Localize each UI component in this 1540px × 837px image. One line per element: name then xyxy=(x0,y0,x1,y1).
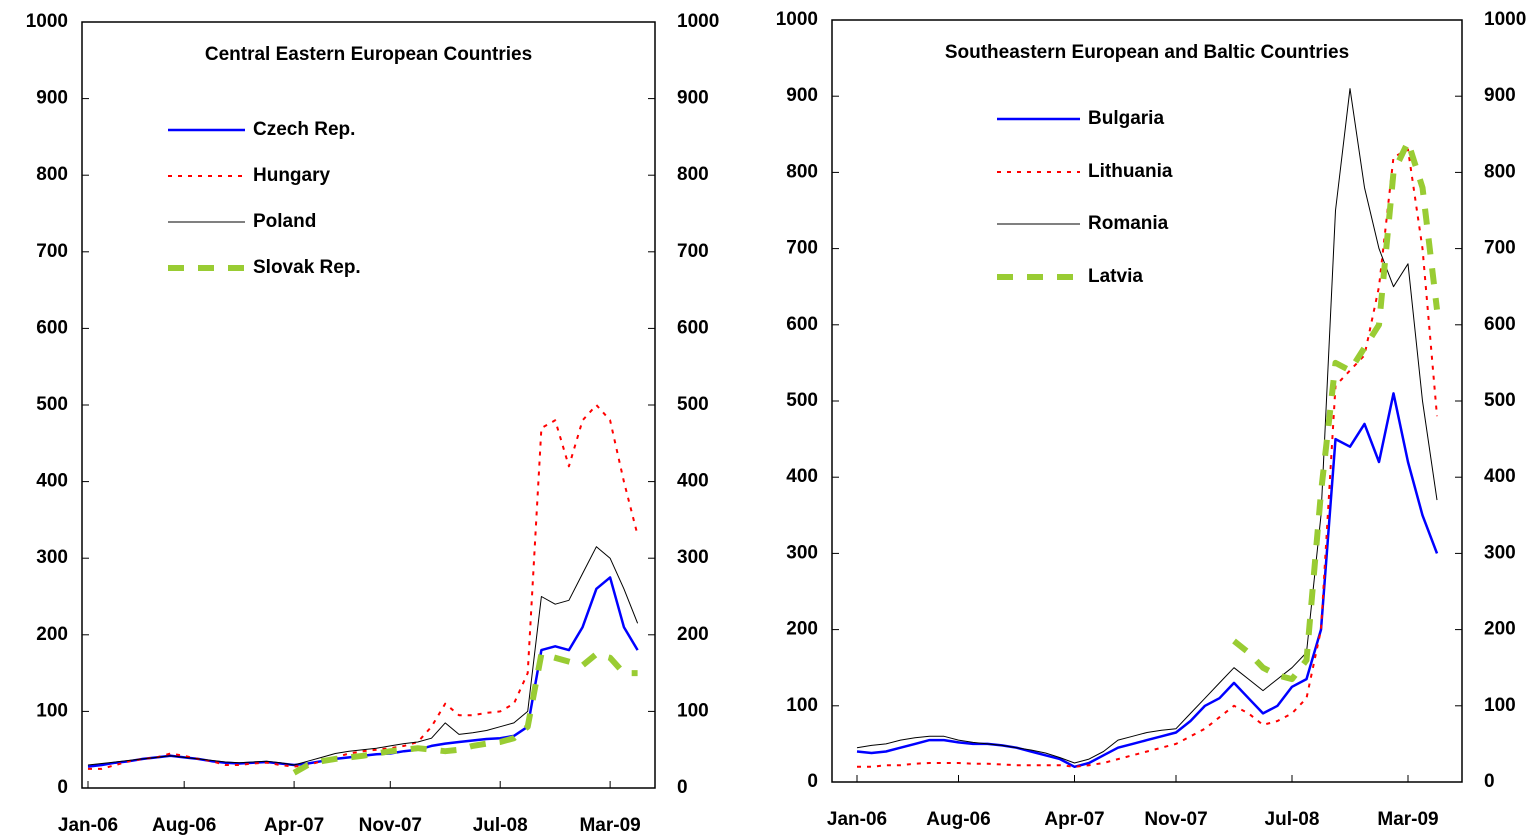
legend-label: Latvia xyxy=(1088,266,1143,287)
y-tick-label: 0 xyxy=(807,771,818,792)
legend-label: Slovak Rep. xyxy=(253,257,361,278)
y2-tick-label: 600 xyxy=(677,317,709,338)
chart-title: Southeastern European and Baltic Countri… xyxy=(945,42,1349,63)
y2-tick-label: 500 xyxy=(677,394,709,415)
y-tick-label: 600 xyxy=(36,317,68,338)
y-tick-label: 200 xyxy=(786,619,818,640)
x-tick-label: Apr-07 xyxy=(1044,809,1104,830)
y-tick-label: 600 xyxy=(786,314,818,335)
y2-tick-label: 800 xyxy=(677,164,709,185)
series-line xyxy=(1232,138,1440,683)
y-tick-label: 700 xyxy=(786,238,818,259)
series-line xyxy=(87,576,639,768)
y2-tick-label: 500 xyxy=(1484,390,1516,411)
x-tick-label: Nov-07 xyxy=(359,815,422,836)
series-line xyxy=(856,88,1438,764)
y-tick-label: 300 xyxy=(36,547,68,568)
series-line xyxy=(87,546,639,766)
legend-label: Bulgaria xyxy=(1088,108,1164,129)
series-line xyxy=(292,651,638,776)
y-tick-label: 500 xyxy=(36,394,68,415)
series-line xyxy=(857,148,1438,768)
y2-tick-label: 400 xyxy=(1484,466,1516,487)
y-tick-label: 800 xyxy=(36,164,68,185)
y2-tick-label: 900 xyxy=(1484,85,1516,106)
y2-tick-label: 100 xyxy=(677,700,709,721)
y2-tick-label: 600 xyxy=(1484,314,1516,335)
x-tick-label: Jan-06 xyxy=(58,815,118,836)
y2-tick-label: 1000 xyxy=(1484,9,1526,30)
x-tick-label: Mar-09 xyxy=(1377,809,1438,830)
plot-frame xyxy=(831,19,1463,783)
x-tick-label: Apr-07 xyxy=(264,815,324,836)
y-tick-label: 800 xyxy=(786,161,818,182)
y2-tick-label: 300 xyxy=(1484,542,1516,563)
x-tick-label: Jul-08 xyxy=(473,815,528,836)
y-tick-label: 700 xyxy=(36,241,68,262)
series-line xyxy=(88,404,639,770)
y-tick-label: 200 xyxy=(36,624,68,645)
y-tick-label: 1000 xyxy=(26,11,68,32)
y2-tick-label: 200 xyxy=(1484,619,1516,640)
y2-tick-label: 0 xyxy=(1484,771,1495,792)
legend-label: Poland xyxy=(253,211,316,232)
y2-tick-label: 1000 xyxy=(677,11,719,32)
x-tick-label: Mar-09 xyxy=(579,815,640,836)
x-tick-label: Aug-06 xyxy=(926,809,990,830)
y-tick-label: 400 xyxy=(36,471,68,492)
y-tick-label: 900 xyxy=(786,85,818,106)
legend-label: Romania xyxy=(1088,213,1169,234)
y2-tick-label: 0 xyxy=(677,777,688,798)
y-tick-label: 900 xyxy=(36,88,68,109)
series-line xyxy=(856,392,1439,769)
y2-tick-label: 900 xyxy=(677,88,709,109)
plot-frame xyxy=(81,21,656,789)
x-tick-label: Jul-08 xyxy=(1265,809,1320,830)
x-tick-label: Aug-06 xyxy=(152,815,216,836)
y-tick-label: 100 xyxy=(786,695,818,716)
legend-label: Lithuania xyxy=(1088,161,1173,182)
y2-tick-label: 800 xyxy=(1484,161,1516,182)
y-tick-label: 300 xyxy=(786,542,818,563)
legend-label: Czech Rep. xyxy=(253,119,355,140)
legend-label: Hungary xyxy=(253,165,331,186)
y2-tick-label: 100 xyxy=(1484,695,1516,716)
y2-tick-label: 700 xyxy=(677,241,709,262)
y-tick-label: 100 xyxy=(36,700,68,721)
y2-tick-label: 200 xyxy=(677,624,709,645)
y-tick-label: 400 xyxy=(786,466,818,487)
x-tick-label: Jan-06 xyxy=(827,809,887,830)
x-tick-label: Nov-07 xyxy=(1144,809,1207,830)
y2-tick-label: 400 xyxy=(677,471,709,492)
chart-title: Central Eastern European Countries xyxy=(205,44,532,65)
y2-tick-label: 700 xyxy=(1484,238,1516,259)
y2-tick-label: 300 xyxy=(677,547,709,568)
y-tick-label: 0 xyxy=(57,777,68,798)
y-tick-label: 1000 xyxy=(776,9,818,30)
y-tick-label: 500 xyxy=(786,390,818,411)
